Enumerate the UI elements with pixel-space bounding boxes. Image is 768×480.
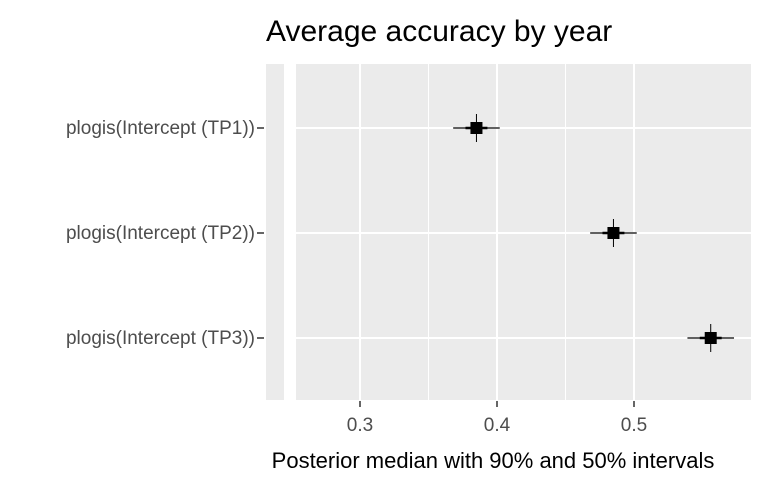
x-axis-ticks: 0.3 0.4 0.5 [347,401,647,436]
y-tick-label: plogis(Intercept (TP1)) [66,118,255,139]
chart-title: Average accuracy by year [266,15,612,48]
median-point [607,227,620,239]
y-tick-label: plogis(Intercept (TP3)) [66,328,255,349]
x-axis-title: Posterior median with 90% and 50% interv… [272,448,715,473]
median-point [704,332,717,344]
x-tick-label: 0.4 [484,415,511,436]
x-tick-label: 0.5 [621,415,647,436]
y-axis-labels: plogis(Intercept (TP1)) plogis(Intercept … [66,118,264,349]
interval-point-3 [687,324,735,352]
interval-point-2 [590,219,637,247]
left-panel-strip [266,64,284,400]
interval-marks [453,114,735,352]
interval-point-1 [453,114,500,142]
median-point [470,122,483,134]
x-tick-label: 0.3 [347,415,373,436]
grid-lines [296,64,751,400]
y-tick-label: plogis(Intercept (TP2)) [66,223,255,244]
